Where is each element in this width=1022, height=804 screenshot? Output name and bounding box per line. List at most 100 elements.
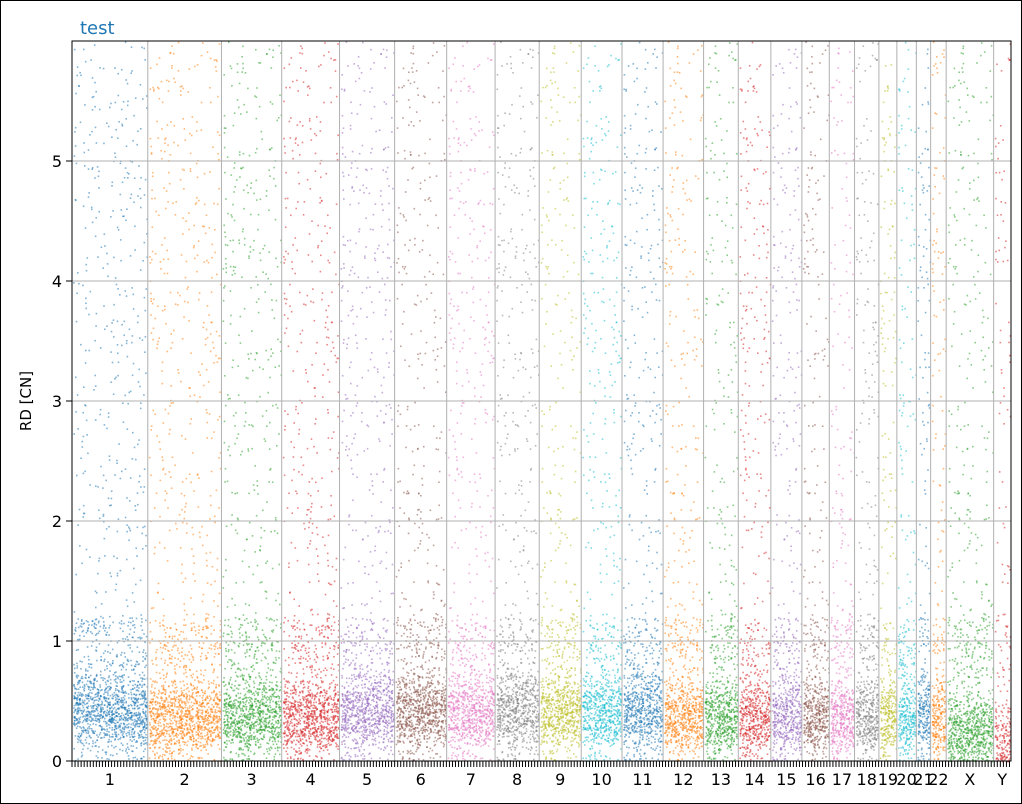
data-point (73, 704, 76, 707)
data-point (265, 705, 267, 707)
data-point (99, 625, 102, 628)
data-point (279, 700, 282, 703)
data-point (79, 686, 81, 688)
data-point (87, 729, 89, 732)
data-point (230, 523, 233, 526)
data-point (128, 527, 131, 530)
data-point (230, 659, 232, 661)
data-point (145, 717, 148, 720)
data-point (249, 727, 251, 729)
data-point (270, 698, 273, 700)
data-point (272, 669, 274, 671)
data-point (94, 634, 97, 636)
data-point (81, 440, 83, 443)
data-point (90, 713, 92, 715)
data-point (229, 323, 232, 325)
data-point (269, 731, 272, 734)
data-point (323, 726, 325, 728)
data-point (95, 639, 98, 641)
data-point (81, 709, 83, 712)
data-point (171, 456, 174, 459)
data-point (249, 699, 251, 701)
data-point (269, 704, 271, 707)
data-point (191, 756, 194, 758)
data-point (219, 391, 221, 393)
data-point (206, 421, 209, 424)
data-point (179, 744, 181, 747)
data-point (87, 727, 89, 730)
data-point (86, 694, 89, 697)
data-point (291, 741, 294, 743)
data-point (232, 414, 235, 417)
data-point (215, 715, 218, 717)
data-point (269, 101, 272, 103)
data-point (174, 657, 176, 659)
data-point (250, 424, 253, 426)
data-point (271, 732, 273, 734)
data-point (151, 659, 153, 662)
data-point (183, 169, 185, 172)
data-point (207, 736, 209, 739)
data-point (317, 736, 320, 738)
data-point (159, 735, 161, 737)
data-point (153, 552, 156, 555)
data-point (254, 151, 257, 154)
data-point (133, 701, 135, 703)
data-point (124, 656, 127, 658)
data-point (126, 710, 129, 712)
data-point (106, 427, 108, 430)
data-point (74, 691, 77, 694)
data-point (290, 625, 293, 627)
data-point (239, 675, 242, 678)
data-point (232, 641, 235, 643)
data-point (233, 722, 236, 725)
data-point (202, 723, 205, 726)
data-point (308, 526, 310, 529)
data-point (336, 712, 339, 714)
data-point (263, 729, 266, 731)
data-point (233, 652, 236, 654)
data-point (227, 715, 229, 717)
data-point (145, 664, 148, 667)
data-point (210, 648, 213, 650)
data-point (290, 705, 293, 707)
data-point (236, 492, 238, 494)
data-point (201, 525, 203, 528)
data-point (234, 492, 236, 495)
data-point (84, 104, 86, 106)
data-point (159, 705, 161, 707)
data-point (179, 727, 182, 729)
data-point (173, 738, 175, 740)
data-point (89, 689, 92, 691)
data-point (225, 714, 228, 716)
data-point (226, 633, 229, 636)
data-point (210, 470, 213, 473)
data-point (86, 257, 89, 259)
data-point (165, 739, 168, 742)
data-point (233, 700, 235, 702)
data-point (248, 255, 250, 257)
data-point (258, 684, 261, 686)
data-point (141, 757, 143, 760)
data-point (185, 719, 188, 721)
data-point (284, 721, 287, 724)
data-point (155, 210, 157, 213)
data-point (155, 742, 157, 744)
data-point (126, 659, 129, 662)
data-point (239, 669, 242, 672)
chromosome-1-points (73, 41, 149, 763)
data-point (252, 625, 254, 627)
data-point (267, 391, 269, 394)
data-point (182, 87, 185, 90)
data-point (171, 709, 173, 711)
data-point (79, 545, 81, 547)
data-point (272, 725, 274, 728)
data-point (92, 95, 95, 98)
data-point (244, 754, 246, 757)
data-point (86, 630, 89, 632)
data-point (233, 731, 236, 733)
data-point (223, 287, 225, 289)
data-point (96, 688, 99, 690)
data-point (151, 189, 153, 191)
data-point (241, 708, 244, 711)
